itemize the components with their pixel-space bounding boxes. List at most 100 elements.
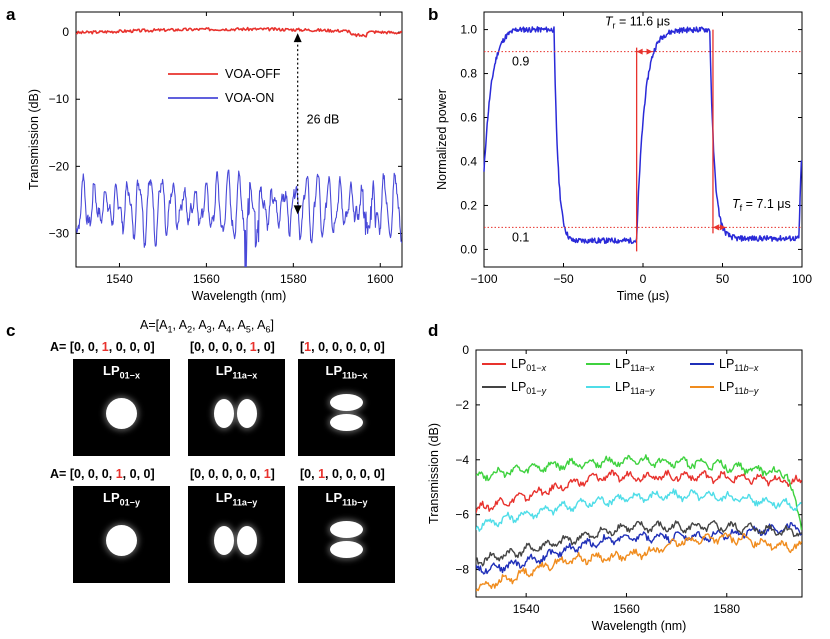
mode-vector-3: [1, 0, 0, 0, 0, 0] <box>300 340 385 354</box>
y-tick-label: 0 <box>62 25 69 39</box>
series-lp11b-x <box>476 522 802 575</box>
vector-header: A=[A1, A2, A3, A4, A5, A6] <box>140 318 274 335</box>
legend-label-2: LP11a−x <box>615 357 655 373</box>
panel-label-d: d <box>428 321 438 340</box>
tspan-symbol: T <box>732 197 741 211</box>
tspan-value: = 7.1 μs <box>742 197 791 211</box>
mode-vector-2: [0, 0, 0, 0, 1, 0] <box>190 340 275 354</box>
y-tick-label: −20 <box>49 159 70 173</box>
mode-label: LP11a−x <box>215 363 258 381</box>
rise-time-label: Tr = 11.6 μs <box>605 15 670 31</box>
tspan-sub: 11 <box>734 363 743 373</box>
series-voa-off <box>76 26 402 38</box>
tspan-sub: 11 <box>630 363 639 373</box>
tspan-sub: 01 <box>526 363 536 373</box>
legend-label-voa-on: VOA-ON <box>225 91 274 105</box>
tspan-pol: x <box>541 363 547 373</box>
plot-area-d <box>476 454 802 592</box>
tspan-dash: − <box>536 386 541 396</box>
x-tick-label: 0 <box>640 272 647 286</box>
x-axis-label: Time (μs) <box>617 289 670 303</box>
tspan-dash: − <box>749 363 754 373</box>
mode-vector-1: A= [0, 0, 1, 0, 0, 0] <box>50 340 155 354</box>
mode-vector-4: A= [0, 0, 0, 1, 0, 0] <box>50 467 155 481</box>
arrow-head-up <box>293 33 302 43</box>
x-tick-label: 1560 <box>613 602 640 616</box>
panel-label-b: b <box>428 5 438 24</box>
y-tick-label: −30 <box>49 226 70 240</box>
series-voa-on <box>76 169 402 267</box>
series-lp01-y <box>476 520 802 567</box>
tspan-base: LP <box>511 380 526 394</box>
fall-arrow-left <box>712 224 719 231</box>
tspan-dash: − <box>645 386 650 396</box>
chart-a: 1540 1560 1580 1600 0 −10 −20 −30 Wavelength (nm… <box>27 11 403 303</box>
tspan-symbol: T <box>605 15 614 29</box>
y-tick-label: −6 <box>455 508 469 522</box>
y-tick-label: −8 <box>455 563 469 577</box>
x-tick-label: 1540 <box>513 602 540 616</box>
x-axis-label: Wavelength (nm) <box>192 289 287 303</box>
tspan-pol: y <box>753 386 759 396</box>
x-tick-label: −50 <box>553 272 574 286</box>
mode-image-2: LP11a−x <box>188 359 285 456</box>
mode-label: LP11b−y <box>325 490 368 508</box>
mode-lobe <box>330 394 363 411</box>
legend-label-3: LP11b−x <box>719 357 759 373</box>
legend-label-1: LP01−x <box>511 357 547 373</box>
tspan-sub: 01 <box>526 386 536 396</box>
y-tick-label: 0.4 <box>460 154 477 168</box>
chart-d: 1540 1560 1580 0 −2 −4 −6 −8 Wavelength (nm) Tran… <box>427 343 803 633</box>
tspan-subi: a <box>640 363 645 373</box>
rise-arrow-left <box>636 48 643 55</box>
tspan-value: = 11.6 μs <box>615 15 670 29</box>
x-tick-label: 50 <box>716 272 730 286</box>
x-tick-label: 1560 <box>193 272 220 286</box>
mode-image-5: LP11a−y <box>188 486 285 583</box>
legend-label-5: LP11a−y <box>615 380 655 396</box>
tspan-dash: − <box>645 363 650 373</box>
y-tick-label: −4 <box>455 453 469 467</box>
mode-vector-6: [0, 1, 0, 0, 0, 0] <box>300 467 385 481</box>
series-lp11a-y <box>476 488 802 532</box>
mode-image-6: LP11b−y <box>298 486 395 583</box>
x-tick-label: 1580 <box>280 272 307 286</box>
mode-lobe <box>106 398 137 429</box>
series-lp11a-x <box>476 454 802 531</box>
mode-image-4: LP01−y <box>73 486 170 583</box>
mode-label: LP11a−y <box>215 490 258 508</box>
tspan-base: LP <box>719 357 734 371</box>
legend-label-4: LP01−y <box>511 380 547 396</box>
y-tick-label: 0.0 <box>460 242 477 256</box>
plot-frame <box>75 11 403 268</box>
tspan-pol: x <box>753 363 759 373</box>
mode-lobe <box>330 521 363 538</box>
y-tick-label: 0 <box>462 343 469 357</box>
annotation-26db: 26 dB <box>307 112 340 126</box>
tspan-base: LP <box>719 380 734 394</box>
plot-area-b <box>483 26 803 245</box>
series-lp01-x <box>476 469 802 514</box>
chart-b: −100 −50 0 50 100 0.0 0.2 0.4 0.6 0.8 1.0 Time (μs)… <box>435 11 812 303</box>
arrow-head-down <box>293 205 302 215</box>
tspan-subi: b <box>744 363 749 373</box>
x-tick-label: 1580 <box>713 602 740 616</box>
mode-lobe <box>330 414 363 431</box>
x-tick-label: 1540 <box>106 272 133 286</box>
fall-time-label: Tf = 7.1 μs <box>732 197 791 213</box>
tspan-sub: 11 <box>630 386 639 396</box>
y-tick-label: −10 <box>49 92 70 106</box>
tspan-dash: − <box>536 363 541 373</box>
tspan-pol: y <box>649 386 655 396</box>
tspan-sub: f <box>740 203 743 213</box>
tspan-dash: − <box>749 386 754 396</box>
y-tick-label: 1.0 <box>460 23 477 37</box>
series-signal <box>483 26 803 245</box>
mode-image-1: LP01−x <box>73 359 170 456</box>
mode-label: LP11b−x <box>325 363 368 381</box>
y-axis-label: Normalized power <box>435 89 449 190</box>
y-tick-label: 0.6 <box>460 111 477 125</box>
ref-label-0.1: 0.1 <box>512 230 529 244</box>
x-axis-label: Wavelength (nm) <box>592 619 687 633</box>
series-lp11b-y <box>476 532 802 592</box>
